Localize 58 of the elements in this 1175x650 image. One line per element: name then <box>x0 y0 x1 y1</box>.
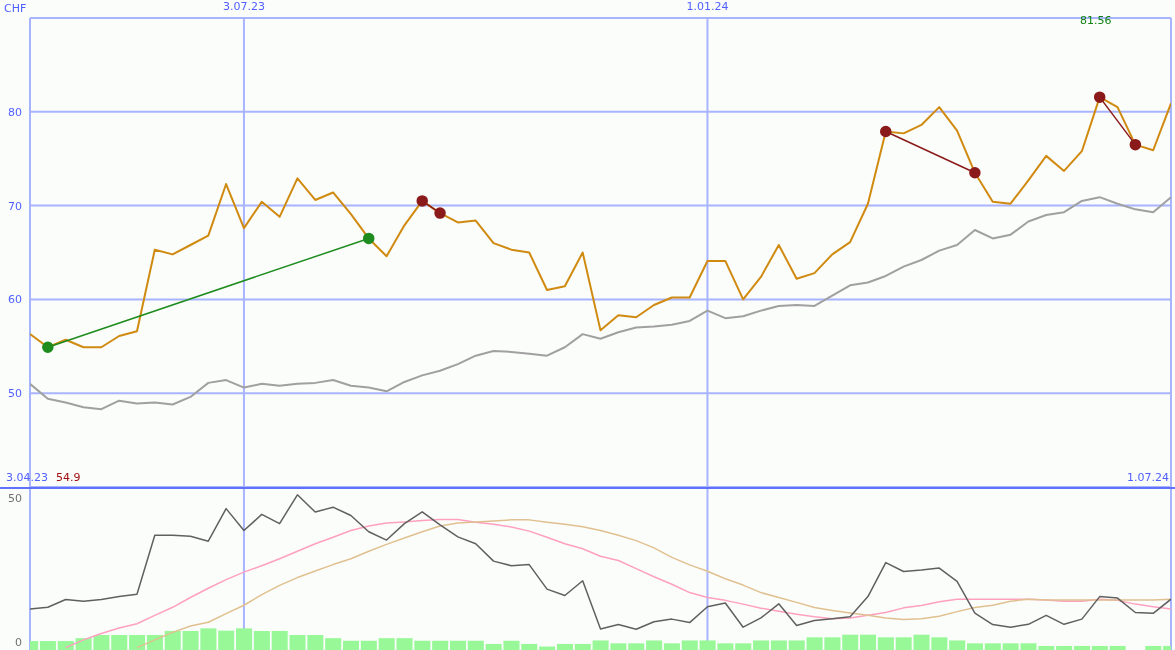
point <box>362 232 375 245</box>
bar <box>236 628 253 650</box>
bar <box>521 643 538 650</box>
bar <box>574 643 591 650</box>
bar <box>628 643 645 650</box>
bar <box>860 634 877 650</box>
annotation: 3.04.23 <box>6 471 48 484</box>
y-tick-label: 70 <box>8 199 22 213</box>
annotation: 54.9 <box>56 471 81 484</box>
bar <box>129 634 146 650</box>
annotation: 81.56 <box>1080 14 1112 27</box>
bar <box>663 643 680 650</box>
x-tick-label: 1.01.24 <box>686 0 729 13</box>
bar <box>735 643 752 650</box>
annotation: 1.07.24 <box>1127 471 1169 484</box>
point <box>42 341 54 353</box>
x-tick-label: 3.07.23 <box>222 0 265 13</box>
point <box>416 195 428 207</box>
bar <box>57 641 74 650</box>
y-tick-label: 0 <box>15 635 22 649</box>
bar <box>449 640 467 650</box>
bar <box>1091 645 1108 650</box>
point <box>880 125 892 138</box>
line-series <box>30 196 1171 411</box>
bar <box>164 630 181 650</box>
bar <box>432 640 449 650</box>
bar <box>1073 645 1090 650</box>
y-tick-label: 80 <box>8 105 22 119</box>
bar <box>467 640 484 650</box>
y-axis-title: CHF <box>4 2 27 15</box>
bar <box>253 630 270 650</box>
y-tick-label: 50 <box>8 387 22 401</box>
bar <box>646 640 663 650</box>
line-series <box>30 494 1171 630</box>
bar <box>681 640 698 650</box>
bar <box>788 640 805 650</box>
bar <box>877 637 894 650</box>
bar <box>556 643 573 650</box>
y-tick-label: 60 <box>8 293 22 307</box>
bar <box>1109 645 1126 650</box>
bar <box>111 634 128 650</box>
bar <box>984 643 1001 650</box>
point <box>1129 138 1142 151</box>
bar <box>325 638 342 650</box>
bar <box>342 640 360 650</box>
point <box>434 207 446 219</box>
bar <box>1056 645 1073 650</box>
y-tick-label: 50 <box>8 491 22 505</box>
bar <box>842 634 859 650</box>
bar <box>949 640 966 650</box>
bar <box>271 630 288 650</box>
bar <box>360 640 377 650</box>
bar <box>966 643 984 650</box>
bar <box>218 630 235 650</box>
bar <box>753 640 770 650</box>
point <box>969 167 981 179</box>
point <box>1093 91 1106 103</box>
bar <box>770 640 787 650</box>
